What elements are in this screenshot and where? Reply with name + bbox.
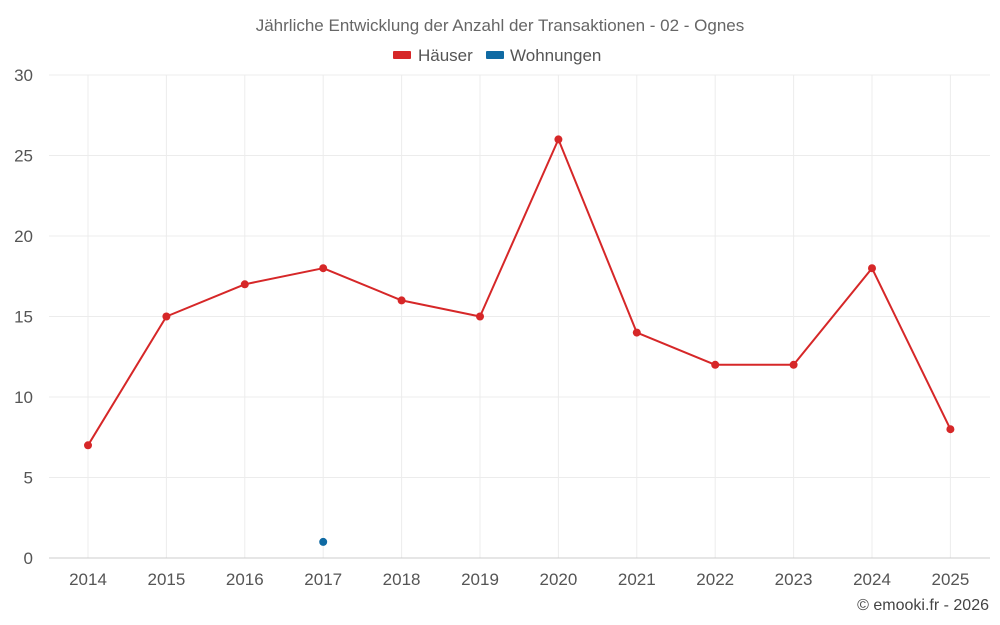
legend-swatch-haeuser	[393, 51, 411, 59]
y-tick-label-20: 20	[14, 227, 33, 246]
y-tick-label-10: 10	[14, 388, 33, 407]
legend-label-wohnungen: Wohnungen	[510, 46, 601, 65]
credit-text: © emooki.fr - 2026	[857, 597, 989, 614]
legend: Häuser Wohnungen	[393, 46, 601, 65]
y-tick-label-15: 15	[14, 308, 33, 327]
x-axis-tick-labels: 2014 2015 2016 2017 2018 2019 2020 2021 2022 2023…	[69, 570, 969, 589]
series-wohnungen	[319, 537, 328, 546]
x-tick-label-2025: 2025	[931, 570, 969, 589]
y-tick-label-0: 0	[24, 549, 33, 568]
x-tick-label-2022: 2022	[696, 570, 734, 589]
x-tick-label-2024: 2024	[853, 570, 891, 589]
y-axis-tick-labels: 0 5 10 15 20 25 30	[14, 66, 33, 568]
point-haeuser-2015[interactable]	[162, 312, 171, 321]
x-tick-label-2014: 2014	[69, 570, 107, 589]
point-haeuser-2016[interactable]	[240, 280, 249, 289]
series-layer	[84, 135, 955, 546]
x-tick-label-2019: 2019	[461, 570, 499, 589]
chart-title: Jährliche Entwicklung der Anzahl der Tra…	[256, 16, 745, 35]
point-haeuser-2018[interactable]	[397, 296, 406, 305]
x-tick-label-2017: 2017	[304, 570, 342, 589]
series-haeuser	[84, 135, 955, 450]
x-tick-label-2020: 2020	[539, 570, 577, 589]
x-tick-label-2018: 2018	[383, 570, 421, 589]
point-haeuser-2025[interactable]	[946, 425, 955, 434]
point-haeuser-2021[interactable]	[632, 328, 641, 337]
point-haeuser-2019[interactable]	[476, 312, 484, 321]
y-tick-label-30: 30	[14, 66, 33, 85]
point-haeuser-2024[interactable]	[868, 264, 876, 273]
line-haeuser	[87, 138, 952, 446]
point-haeuser-2023[interactable]	[789, 360, 798, 369]
x-tick-label-2016: 2016	[226, 570, 264, 589]
legend-item-wohnungen[interactable]: Wohnungen	[486, 46, 601, 65]
legend-swatch-wohnungen	[486, 51, 504, 59]
x-tick-label-2023: 2023	[775, 570, 813, 589]
point-wohnungen-2017[interactable]	[319, 537, 328, 546]
x-tick-label-2021: 2021	[618, 570, 656, 589]
y-tick-label-25: 25	[14, 147, 33, 166]
horizontal-gridlines	[49, 74, 990, 478]
y-tick-label-5: 5	[24, 469, 33, 488]
point-haeuser-2020[interactable]	[554, 135, 563, 144]
legend-item-haeuser[interactable]: Häuser	[393, 46, 473, 65]
legend-label-haeuser: Häuser	[418, 46, 473, 65]
point-haeuser-2017[interactable]	[319, 264, 328, 273]
x-tick-label-2015: 2015	[147, 570, 185, 589]
point-haeuser-2014[interactable]	[84, 441, 92, 450]
point-haeuser-2022[interactable]	[711, 360, 720, 369]
